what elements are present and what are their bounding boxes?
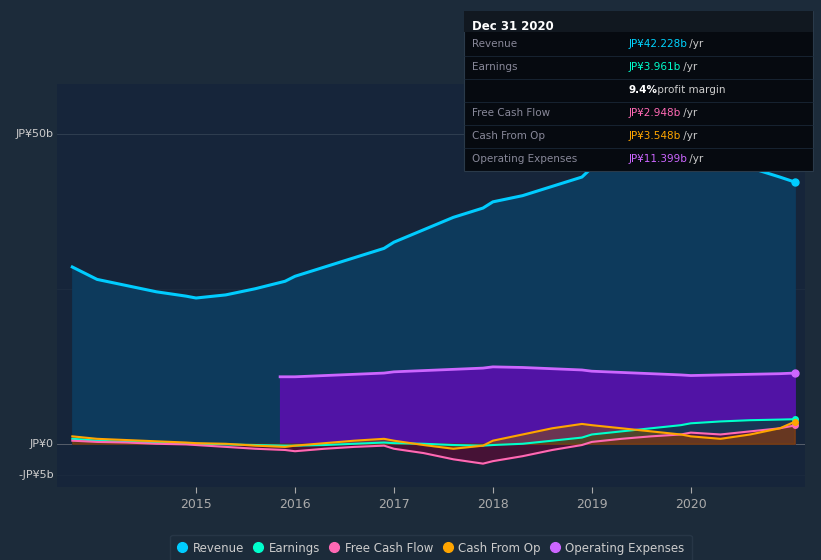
Text: profit margin: profit margin: [654, 85, 725, 95]
Text: Operating Expenses: Operating Expenses: [472, 154, 577, 164]
Text: Free Cash Flow: Free Cash Flow: [472, 108, 550, 118]
Text: Earnings: Earnings: [472, 62, 517, 72]
Text: JP¥50b: JP¥50b: [16, 129, 53, 139]
Text: Dec 31 2020: Dec 31 2020: [472, 20, 554, 34]
Text: 9.4%: 9.4%: [628, 85, 657, 95]
Text: JP¥42.228b: JP¥42.228b: [628, 39, 687, 49]
Text: JP¥3.548b: JP¥3.548b: [628, 131, 681, 141]
Text: Cash From Op: Cash From Op: [472, 131, 545, 141]
Text: Revenue: Revenue: [472, 39, 517, 49]
Text: /yr: /yr: [680, 62, 698, 72]
Text: -JP¥5b: -JP¥5b: [18, 470, 53, 480]
Text: JP¥0: JP¥0: [30, 439, 53, 449]
Text: JP¥3.961b: JP¥3.961b: [628, 62, 681, 72]
Legend: Revenue, Earnings, Free Cash Flow, Cash From Op, Operating Expenses: Revenue, Earnings, Free Cash Flow, Cash …: [170, 535, 692, 560]
Text: /yr: /yr: [686, 154, 703, 164]
Text: /yr: /yr: [680, 108, 698, 118]
Text: /yr: /yr: [680, 131, 698, 141]
Text: JP¥11.399b: JP¥11.399b: [628, 154, 687, 164]
Text: /yr: /yr: [686, 39, 703, 49]
Text: JP¥2.948b: JP¥2.948b: [628, 108, 681, 118]
